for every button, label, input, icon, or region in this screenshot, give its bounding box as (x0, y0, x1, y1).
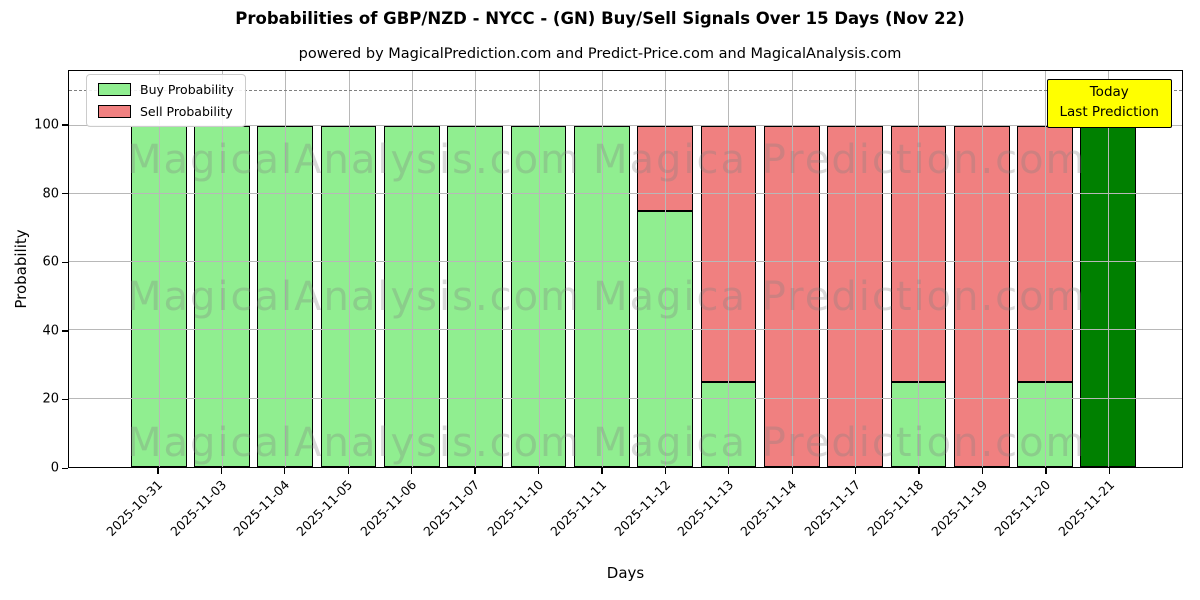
x-tick-mark (918, 468, 920, 474)
gridline-vertical (285, 71, 287, 467)
gridline-vertical (158, 71, 160, 467)
x-tick-label: 2025-11-14 (737, 477, 800, 539)
y-tick-mark (62, 124, 68, 126)
bar-slot-2025-11-05 (317, 71, 380, 467)
gridline-vertical (411, 71, 413, 467)
y-tick-label: 100 (34, 117, 59, 133)
y-tick-mark (62, 330, 68, 332)
x-axis-label: Days (606, 564, 645, 582)
bar-slot-2025-11-21 (1077, 71, 1140, 467)
bar-slot-2025-11-18 (887, 71, 950, 467)
bar-slot-2025-11-11 (570, 71, 633, 467)
x-tick-label: 2025-11-04 (230, 477, 293, 539)
x-tick-label: 2025-11-10 (483, 477, 546, 539)
x-tick-label: 2025-11-11 (547, 477, 610, 539)
x-tick-label: 2025-11-07 (420, 477, 483, 539)
x-tick-mark (1108, 468, 1111, 474)
y-tick-label: 80 (42, 186, 59, 202)
y-tick-label: 20 (42, 391, 59, 407)
gridline-vertical (981, 71, 983, 467)
x-tick-label: 2025-11-18 (864, 477, 927, 539)
legend-item-0: Buy Probability (98, 82, 234, 97)
gridline-vertical (855, 71, 857, 467)
bar-slot-2025-11-14 (760, 71, 823, 467)
x-tick-label: 2025-11-13 (674, 477, 737, 539)
x-tick-label: 2025-11-06 (357, 477, 420, 539)
bar-slot-2025-11-04 (254, 71, 317, 467)
legend: Buy Probability Sell Probability (86, 74, 246, 127)
gridline-vertical (348, 71, 350, 467)
plot-area: MagicalAnalysis.com Magica Prediction.com… (68, 70, 1183, 468)
chart-title: Probabilities of GBP/NZD - NYCC - (GN) B… (235, 9, 965, 28)
x-tick-mark (855, 468, 857, 474)
bar-slot-2025-11-03 (190, 71, 253, 467)
gridline-horizontal (69, 124, 1182, 126)
gridline-vertical (475, 71, 477, 467)
today-annotation-line2: Last Prediction (1059, 104, 1159, 121)
y-tick-label: 60 (42, 254, 59, 270)
x-tick-label: 2025-11-03 (166, 477, 229, 539)
legend-label: Buy Probability (140, 82, 234, 97)
gridline-horizontal (69, 329, 1182, 331)
today-annotation-line1: Today (1089, 84, 1129, 100)
bar-slot-2025-11-20 (1013, 71, 1076, 467)
y-axis-label: Probability (12, 229, 30, 309)
legend-item-1: Sell Probability (98, 104, 234, 119)
x-tick-label: 2025-11-12 (610, 477, 673, 539)
gridline-vertical (601, 71, 603, 467)
bar-slot-2025-10-31 (127, 71, 190, 467)
gridline-vertical (728, 71, 730, 467)
bar-slot-2025-11-07 (444, 71, 507, 467)
x-tick-mark (1045, 468, 1047, 474)
gridline-horizontal (69, 397, 1182, 399)
x-tick-mark (664, 468, 667, 474)
bar-slot-2025-11-06 (380, 71, 443, 467)
gridline-vertical (1045, 71, 1047, 467)
gridline-horizontal (69, 192, 1182, 194)
bar-slot-2025-11-17 (823, 71, 886, 467)
x-tick-mark (791, 468, 793, 474)
bar-slot-2025-11-12 (634, 71, 697, 467)
x-tick-mark (157, 468, 159, 474)
x-tick-label: 2025-11-20 (991, 477, 1054, 539)
x-tick-mark (410, 468, 413, 474)
bar-slot-2025-11-13 (697, 71, 760, 467)
x-tick-mark (728, 468, 730, 474)
bar-slot-2025-11-19 (950, 71, 1013, 467)
legend-swatch-icon (98, 105, 131, 118)
x-tick-label: 2025-10-31 (103, 477, 166, 539)
bar-slot-2025-11-10 (507, 71, 570, 467)
y-tick-label: 40 (42, 323, 59, 339)
gridline-vertical (665, 71, 667, 467)
x-tick-label: 2025-11-21 (1054, 477, 1117, 539)
gridline-vertical (221, 71, 223, 467)
y-tick-mark (62, 467, 68, 469)
x-tick-label: 2025-11-19 (928, 477, 991, 539)
chart-subtitle: powered by MagicalPrediction.com and Pre… (298, 46, 902, 62)
y-tick-mark (62, 398, 68, 401)
legend-swatch-icon (98, 83, 131, 96)
upper-dashed-line (69, 90, 1182, 92)
x-tick-mark (601, 468, 603, 474)
today-annotation: Today Last Prediction (1046, 79, 1172, 128)
y-tick-mark (62, 193, 68, 195)
x-tick-mark (220, 468, 222, 474)
bars-region (127, 71, 1140, 467)
gridline-horizontal (69, 261, 1182, 263)
y-tick-label: 0 (50, 460, 59, 476)
legend-label: Sell Probability (140, 104, 233, 119)
y-tick-mark (62, 261, 68, 263)
gridline-vertical (918, 71, 920, 467)
x-tick-label: 2025-11-05 (293, 477, 356, 539)
x-tick-mark (347, 468, 349, 474)
x-tick-mark (981, 468, 984, 474)
gridline-vertical (538, 71, 540, 467)
x-tick-mark (537, 468, 540, 474)
x-tick-mark (284, 468, 286, 474)
gridline-vertical (791, 71, 793, 467)
gridline-vertical (1108, 71, 1110, 467)
x-tick-label: 2025-11-17 (801, 477, 864, 539)
x-tick-mark (474, 468, 476, 474)
